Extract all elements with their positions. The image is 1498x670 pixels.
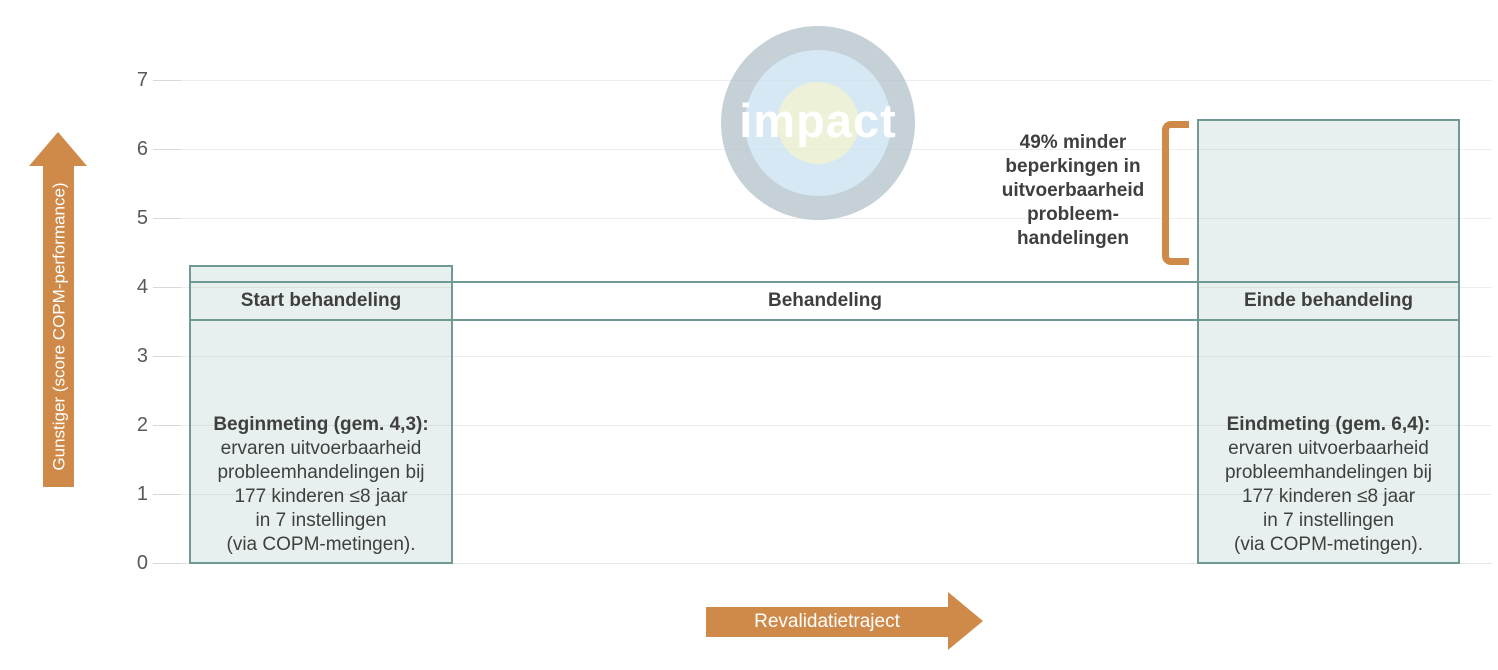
- baseline-gridline: [153, 563, 1492, 564]
- tick-mark: [153, 356, 181, 357]
- tick-mark: [153, 149, 181, 150]
- annotation-line: uitvoerbaarheid: [1001, 180, 1145, 201]
- tick-label: 0: [136, 552, 148, 574]
- tick-label: 1: [136, 483, 148, 505]
- tick-mark: [153, 80, 181, 81]
- annotation-line: handelingen: [1017, 228, 1129, 249]
- start-bar-line: in 7 instellingen: [255, 510, 387, 531]
- band-einde-behandeling: Einde behandeling: [1197, 281, 1460, 321]
- tick-mark: [153, 494, 181, 495]
- right-arrow-icon: [948, 592, 983, 650]
- start-bar-title: Beginmeting (gem. 4,3):: [213, 414, 429, 435]
- tick-mark: [153, 563, 181, 564]
- start-bar-line: (via COPM-metingen).: [226, 534, 416, 555]
- up-arrow-icon: [29, 132, 87, 166]
- gridline: [153, 494, 1492, 495]
- end-bar-line: (via COPM-metingen).: [1234, 534, 1423, 555]
- x-axis-arrow: Revalidatietraject: [706, 607, 948, 637]
- tick-label: 5: [136, 207, 148, 229]
- end-bar-line: probleemhandelingen bij: [1224, 462, 1433, 483]
- end-bar-title: Eindmeting (gem. 6,4):: [1226, 414, 1431, 435]
- annotation-line: probleem-: [1027, 204, 1119, 225]
- reduction-annotation: 49% minder beperkingen in uitvoerbaarhei…: [978, 131, 1168, 251]
- annotation-line: 49% minder: [1019, 132, 1127, 153]
- band-start-behandeling: Start behandeling: [189, 281, 453, 321]
- start-bar-line: ervaren uitvoerbaarheid: [220, 438, 422, 459]
- start-bar-line: 177 kinderen ≤8 jaar: [234, 486, 408, 507]
- bracket-icon: [1162, 121, 1189, 265]
- band-behandeling: Behandeling: [453, 281, 1197, 321]
- tick-label: 4: [136, 276, 148, 298]
- tick-mark: [153, 425, 181, 426]
- tick-label: 3: [136, 345, 148, 367]
- end-bar-description: Eindmeting (gem. 6,4): ervaren uitvoerba…: [1197, 413, 1460, 557]
- end-bar-line: 177 kinderen ≤8 jaar: [1241, 486, 1416, 507]
- logo-wordmark: impact: [739, 93, 897, 147]
- start-measurement-bar: [189, 265, 453, 564]
- band-start-label: Start behandeling: [240, 290, 402, 311]
- tick-label: 7: [136, 69, 148, 91]
- tick-mark: [153, 287, 181, 288]
- end-bar-line: ervaren uitvoerbaarheid: [1228, 438, 1429, 459]
- impact-logo-watermark: impact: [721, 26, 915, 220]
- x-axis-label: Revalidatietraject: [754, 611, 900, 632]
- start-bar-line: probleemhandelingen bij: [217, 462, 425, 483]
- band-end-label: Einde behandeling: [1244, 290, 1413, 311]
- start-bar-description: Beginmeting (gem. 4,3): ervaren uitvoerb…: [189, 413, 453, 557]
- end-bar-line: in 7 instellingen: [1263, 510, 1394, 531]
- y-axis-arrow: [43, 164, 74, 487]
- tick-label: 6: [136, 138, 148, 160]
- tick-mark: [153, 218, 181, 219]
- tick-label: 2: [136, 414, 148, 436]
- end-measurement-bar: [1197, 119, 1460, 564]
- gridline: [153, 356, 1492, 357]
- annotation-line: beperkingen in: [1005, 156, 1141, 177]
- y-axis-label: Gunstiger (score COPM-performance): [49, 182, 69, 471]
- gridline: [153, 425, 1492, 426]
- logo-inner-ring-icon: [777, 82, 859, 164]
- band-middle-label: Behandeling: [767, 290, 882, 311]
